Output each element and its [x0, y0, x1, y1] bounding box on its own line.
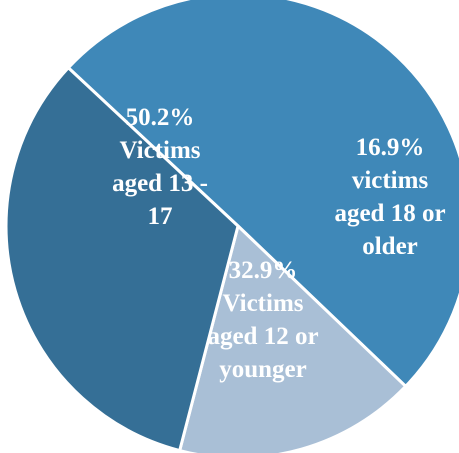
pie-slice-label-line: older: [362, 233, 418, 260]
pie-slice-label-line: aged 18 or: [334, 200, 445, 227]
pie-labels: 50.2% Victims aged 13 - 17 16.9% victims aged …: [112, 104, 445, 383]
pie-slice-label-line: younger: [219, 356, 307, 383]
pie-slice-label-line: Victims: [120, 137, 201, 164]
pie-slice-label-0: 50.2% Victims aged 13 - 17: [112, 104, 208, 230]
pie-slice-label-line: 17: [148, 203, 173, 230]
pie-slice-2: [4, 66, 240, 453]
pie-slice-label-line: victims: [352, 167, 429, 194]
pie-slice-0: [66, 0, 459, 388]
pie-slice-1: [178, 224, 408, 453]
pie-slice-label-line: aged 12 or: [207, 323, 318, 350]
pie-slices: [4, 0, 459, 453]
pie-slice-label-2: 32.9% Victims aged 12 or younger: [207, 257, 318, 383]
pie-slice-label-line: Victims: [223, 290, 304, 317]
pie-slice-label-1: 16.9% victims aged 18 or older: [334, 134, 445, 260]
pie-slice-label-line: 32.9%: [229, 257, 298, 284]
pie-slice-label-line: aged 13 -: [112, 170, 208, 197]
pie-slice-label-line: 16.9%: [356, 134, 425, 161]
pie-slice-label-line: 50.2%: [126, 104, 195, 131]
